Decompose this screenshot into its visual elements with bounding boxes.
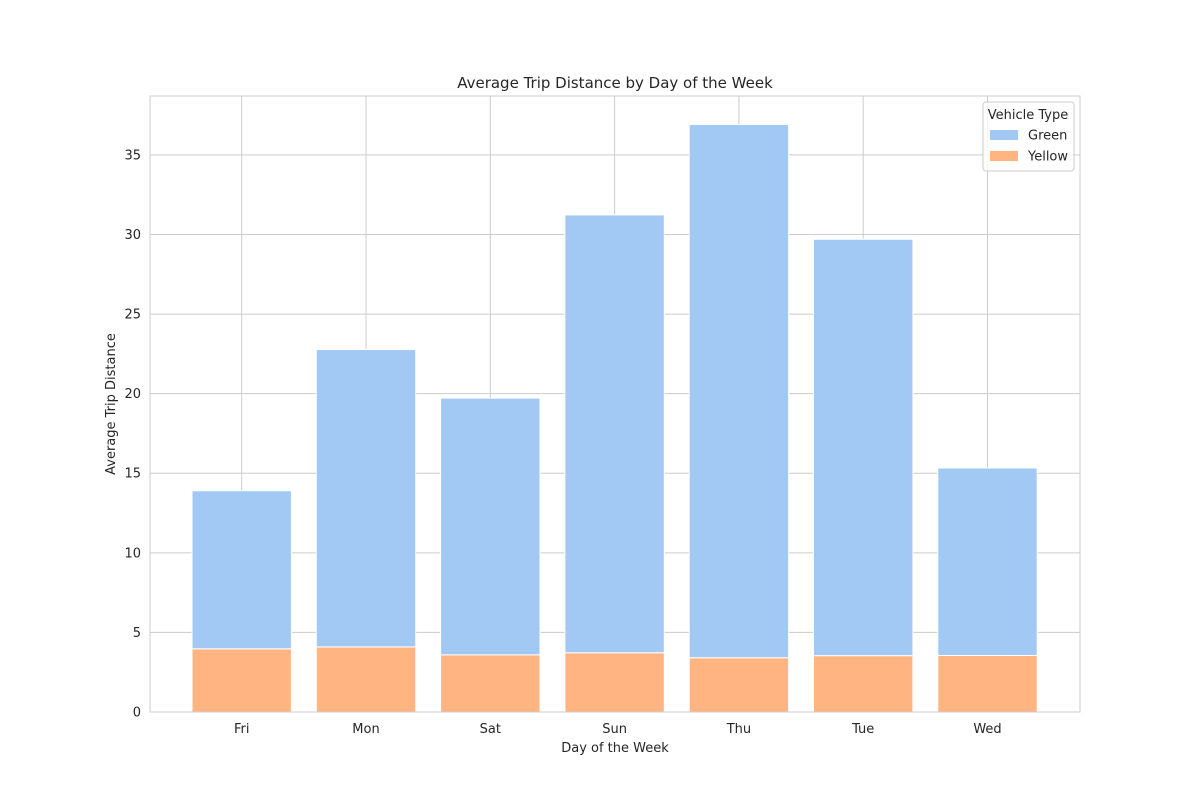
x-tick-label: Wed [973,722,1001,737]
y-tick-label: 5 [133,626,141,641]
y-tick-label: 10 [124,546,141,561]
y-tick-label: 0 [133,706,141,721]
bar-green-fri [191,490,292,650]
x-tick-label: Sat [480,722,501,737]
bar-green-sat [440,397,541,656]
legend: Vehicle Type Green Yellow [982,101,1075,172]
legend-swatch-green [990,130,1018,140]
bar-yellow-wed [937,654,1038,713]
x-tick-label: Tue [851,722,874,737]
bar-green-sun [564,214,665,654]
x-tick-label: Mon [352,722,379,737]
x-tick-label: Sun [602,722,627,737]
bar-yellow-sat [440,654,541,713]
bars-layer [191,123,1038,713]
bar-green-thu [688,123,790,659]
bar-yellow-sun [564,652,665,713]
chart-title: Average Trip Distance by Day of the Week [457,74,773,92]
bar-green-wed [937,467,1038,656]
ticks-layer: 0 5 10 15 20 25 30 35 Fri Mon Sat Sun Thu Tue Wed [124,148,1001,737]
bar-yellow-tue [813,655,914,713]
y-tick-label: 20 [124,387,141,402]
x-tick-label: Thu [726,722,751,737]
legend-title: Vehicle Type [988,108,1068,123]
bar-yellow-mon [315,646,417,713]
bar-yellow-thu [688,657,790,713]
bar-green-tue [813,238,914,657]
legend-label-yellow: Yellow [1027,150,1068,165]
x-tick-label: Fri [234,722,250,737]
plot-frame [149,95,1081,713]
legend-label-green: Green [1028,129,1067,144]
y-axis-label: Average Trip Distance [104,333,119,475]
bar-yellow-fri [191,648,292,713]
legend-items: Green Yellow [990,129,1068,165]
bar-green-mon [315,349,417,648]
legend-swatch-yellow [990,151,1018,161]
y-tick-label: 35 [124,148,141,163]
x-axis-label: Day of the Week [561,741,669,756]
y-tick-label: 15 [124,467,141,482]
y-tick-label: 30 [124,228,141,243]
y-tick-label: 25 [124,308,141,323]
